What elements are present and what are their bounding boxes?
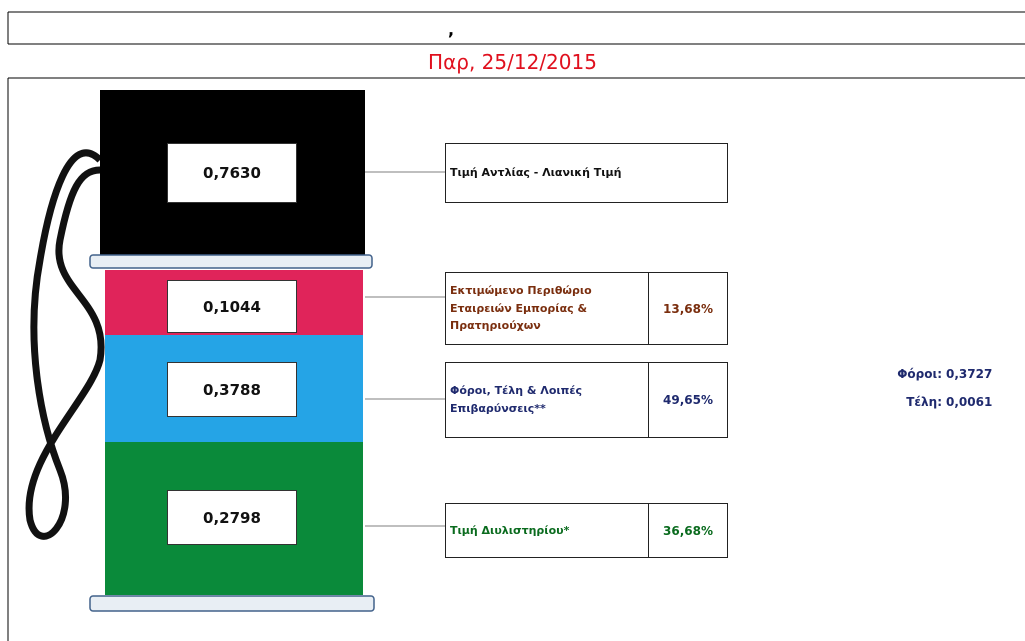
- percent: 49,65%: [648, 363, 727, 437]
- label: Τιμή Διυλιστηρίου*: [450, 523, 570, 537]
- label-box: Τιμή Διυλιστηρίου* 36,68%: [445, 503, 728, 558]
- tax-value: 0,0061: [946, 395, 993, 409]
- pump-bar: [89, 254, 373, 269]
- mark: ,: [448, 20, 455, 39]
- percent: 36,68%: [648, 504, 727, 557]
- value-box: 0,2798: [167, 490, 297, 545]
- label-box: Φόροι, Τέλη & Λοιπές Επιβαρύνσεις** 49,65…: [445, 362, 728, 438]
- label: Φόροι, Τέλη & Λοιπές Επιβαρύνσεις**: [450, 384, 583, 415]
- value-box: 0,7630: [167, 143, 297, 203]
- percent: 13,68%: [648, 273, 727, 344]
- label: Εκτιμώμενο Περιθώριο Εταιρειών Εμπορίας …: [450, 284, 592, 333]
- value-box: 0,3788: [167, 362, 297, 417]
- tax-label: Τέλη:: [906, 395, 942, 409]
- hose: [25, 149, 105, 540]
- tax-value: 0,3727: [946, 367, 993, 381]
- tax-label: Φόροι:: [897, 367, 942, 381]
- pump-bar: [89, 595, 375, 612]
- label: Τιμή Αντλίας - Λιανική Τιμή: [450, 166, 622, 180]
- date: Παρ, 25/12/2015: [428, 50, 597, 74]
- label-box: Εκτιμώμενο Περιθώριο Εταιρειών Εμπορίας …: [445, 272, 728, 345]
- value-box: 0,1044: [167, 280, 297, 333]
- label-box: Τιμή Αντλίας - Λιανική Τιμή: [445, 143, 728, 203]
